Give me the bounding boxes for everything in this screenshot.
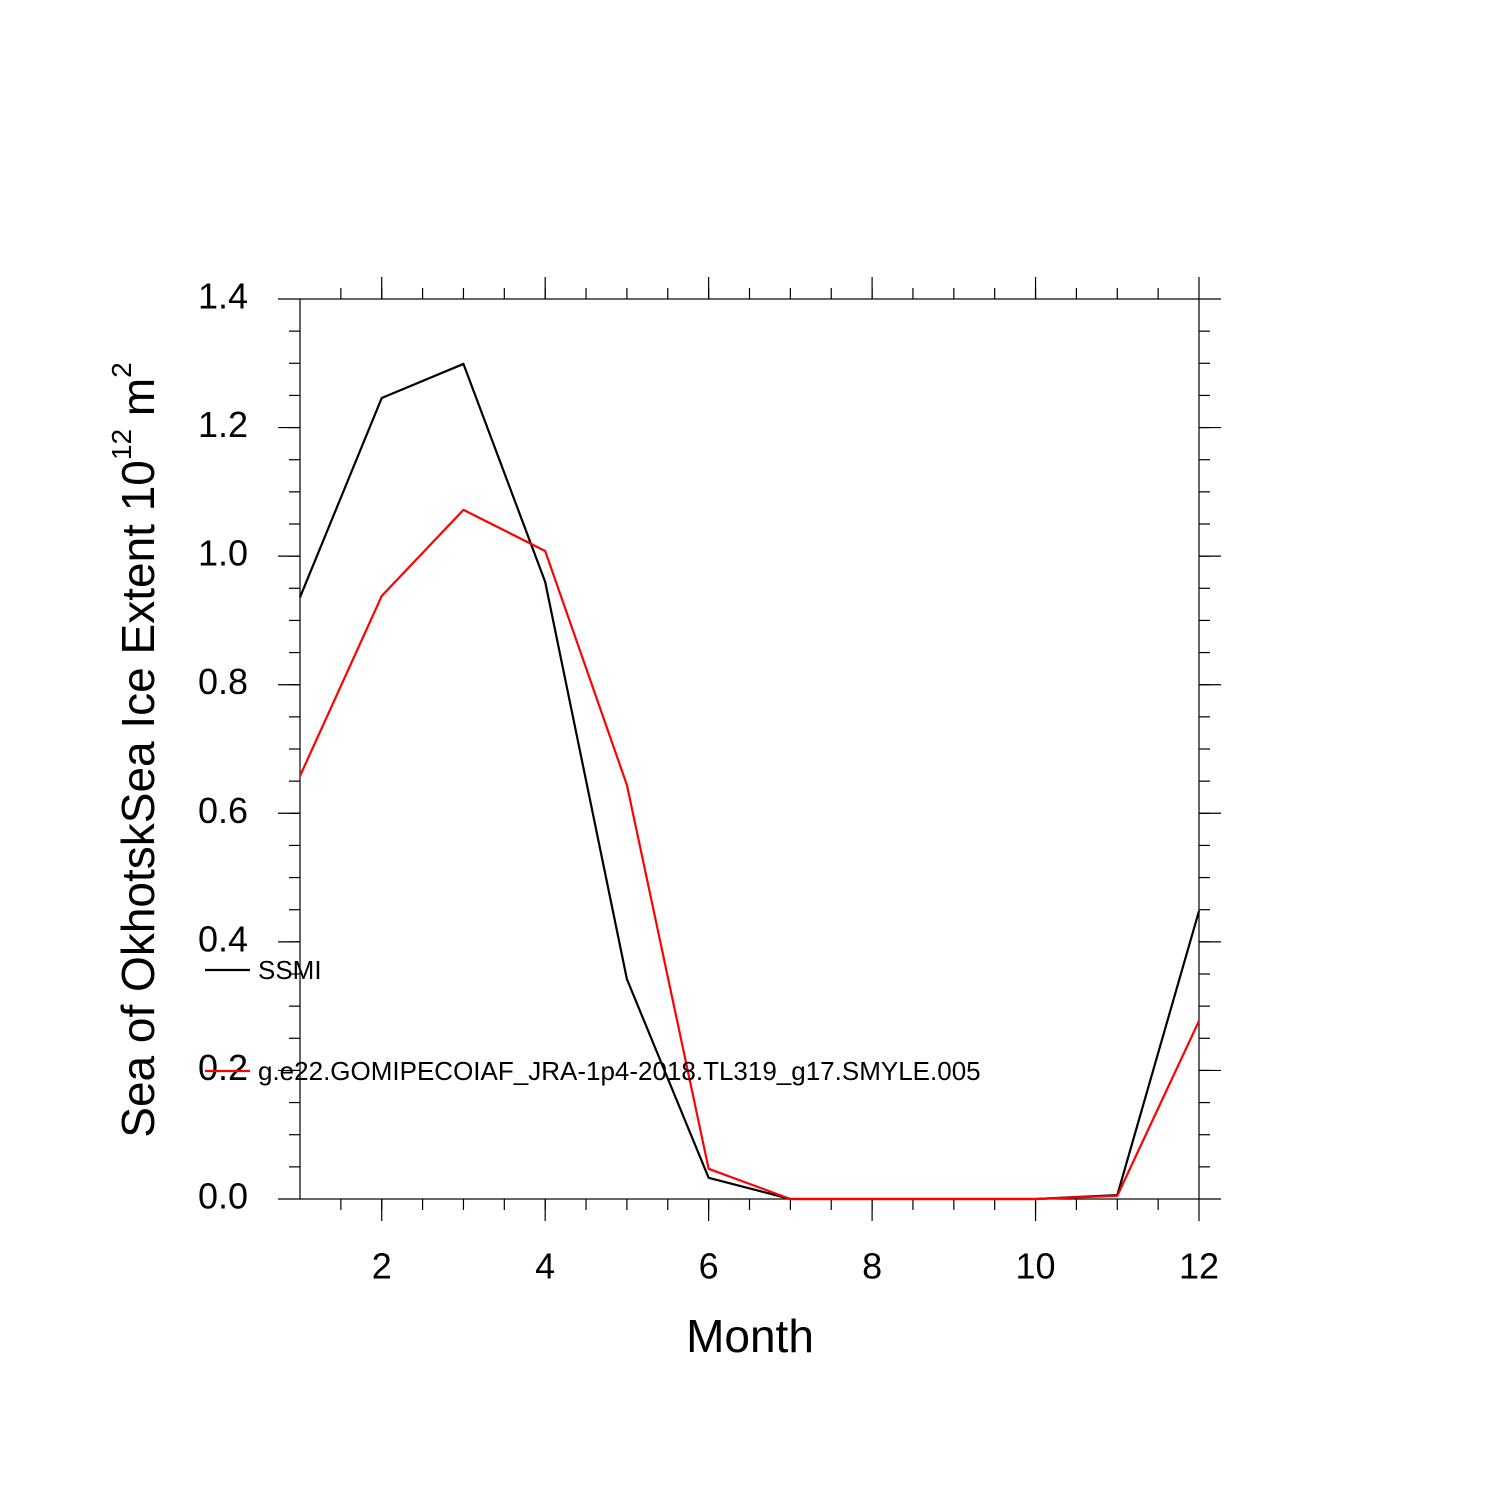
- y-tick-label: 0.6: [198, 790, 248, 831]
- y-tick-label: 0.4: [198, 918, 248, 959]
- y-tick-label: 0.2: [198, 1047, 248, 1088]
- legend-label: SSMI: [258, 955, 322, 985]
- legend-label: g.e22.GOMIPECOIAF_JRA-1p4-2018.TL319_g17…: [258, 1056, 981, 1086]
- data-line: [298, 508, 1200, 1201]
- x-tick-label: 10: [1016, 1246, 1056, 1287]
- y-tick-label: 1.0: [198, 533, 248, 574]
- y-tick-label: 0.8: [198, 661, 248, 702]
- y-tick-label: 1.4: [198, 276, 248, 317]
- y-axis-label-sup: 12: [106, 429, 137, 460]
- x-tick-label: 8: [862, 1246, 882, 1287]
- y-axis-label-part: m: [112, 378, 164, 429]
- y-axis-label-part: Sea of OkhotskSea Ice Extent 10: [112, 460, 164, 1138]
- y-tick-label: 1.2: [198, 404, 248, 445]
- x-axis-label: Month: [686, 1310, 814, 1362]
- x-tick-label: 4: [535, 1246, 555, 1287]
- x-tick-label: 6: [699, 1246, 719, 1287]
- y-axis-label: Sea of OkhotskSea Ice Extent 1012 m2: [106, 362, 164, 1137]
- y-axis-label-sup: 2: [106, 362, 137, 378]
- x-tick-label: 2: [372, 1246, 392, 1287]
- x-tick-label: 12: [1179, 1246, 1219, 1287]
- y-tick-label: 0.0: [198, 1176, 248, 1217]
